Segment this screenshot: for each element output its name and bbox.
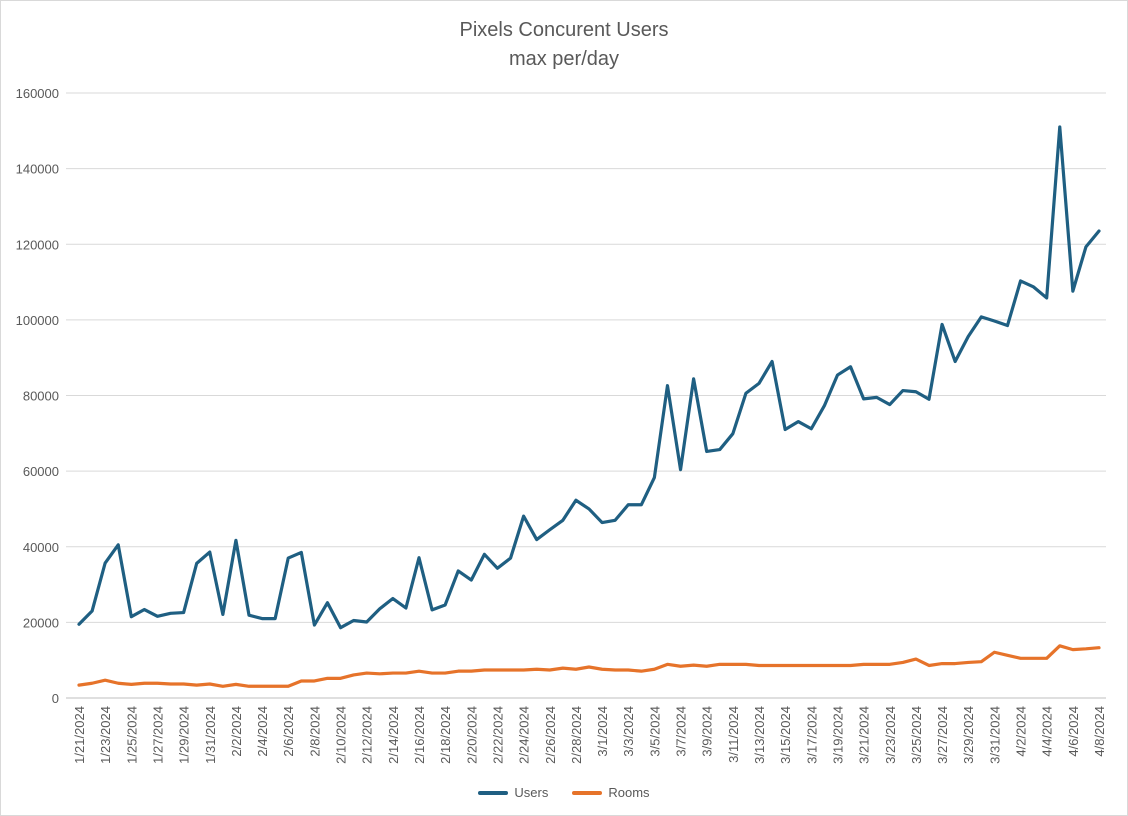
x-tick-label: 3/1/2024 (595, 706, 610, 757)
y-tick-label: 160000 (16, 86, 59, 101)
x-tick-label: 2/18/2024 (438, 706, 453, 764)
x-tick-label: 2/24/2024 (517, 706, 532, 764)
legend-swatch-users (478, 790, 509, 795)
legend-label-rooms: Rooms (608, 785, 650, 800)
x-tick-label: 3/25/2024 (909, 706, 924, 764)
x-tick-label: 2/12/2024 (360, 706, 375, 764)
x-tick-label: 3/23/2024 (883, 706, 898, 764)
x-tick-label: 3/21/2024 (857, 706, 872, 764)
chart-subtitle: max per/day (508, 48, 620, 70)
x-tick-label: 4/2/2024 (1014, 706, 1029, 757)
x-tick-label: 1/27/2024 (150, 706, 165, 764)
x-tick-label: 3/27/2024 (935, 706, 950, 764)
series-lines (77, 125, 1101, 688)
legend: Users Rooms (0, 785, 1128, 800)
x-tick-label: 3/13/2024 (752, 706, 767, 764)
x-tick-label: 3/17/2024 (804, 706, 819, 764)
legend-item-rooms: Rooms (572, 785, 650, 800)
x-tick-label: 1/29/2024 (177, 706, 192, 764)
x-tick-label: 2/16/2024 (412, 706, 427, 764)
x-tick-label: 3/11/2024 (726, 706, 741, 763)
series-line-rooms (77, 644, 1101, 688)
x-tick-label: 4/8/2024 (1092, 706, 1107, 757)
x-tick-label: 3/19/2024 (830, 706, 845, 764)
x-tick-label: 3/9/2024 (700, 706, 715, 757)
chart-title: Pixels Concurent Users (459, 19, 669, 41)
x-tick-label: 2/14/2024 (386, 706, 401, 764)
x-tick-label: 3/7/2024 (674, 706, 689, 757)
x-tick-label: 2/22/2024 (490, 706, 505, 764)
x-tick-label: 3/31/2024 (987, 706, 1002, 764)
x-tick-label: 2/28/2024 (569, 706, 584, 764)
x-tick-label: 1/31/2024 (203, 706, 218, 764)
x-tick-label: 2/20/2024 (464, 706, 479, 764)
y-tick-label: 60000 (23, 464, 59, 479)
legend-label-users: Users (514, 785, 549, 800)
x-tick-label: 3/29/2024 (961, 706, 976, 764)
gridlines (66, 92, 1106, 623)
y-tick-label: 20000 (23, 615, 59, 630)
y-tick-label: 40000 (23, 540, 59, 555)
y-tick-label: 140000 (16, 162, 59, 177)
x-tick-label: 2/6/2024 (281, 706, 296, 757)
y-tick-label: 0 (52, 691, 59, 706)
x-tick-label: 2/4/2024 (255, 706, 270, 757)
x-tick-label: 3/5/2024 (647, 706, 662, 757)
y-tick-label: 100000 (16, 313, 59, 328)
y-tick-label: 120000 (16, 237, 59, 252)
x-tick-label: 1/23/2024 (98, 706, 113, 764)
x-tick-label: 4/4/2024 (1040, 706, 1055, 757)
x-tick-label: 1/21/2024 (72, 706, 87, 764)
x-tick-label: 2/26/2024 (543, 706, 558, 764)
x-tick-label: 1/25/2024 (124, 706, 139, 764)
x-axis-ticks: 1/21/2024 1/23/2024 1/25/2024 1/27/2024 1/29… (72, 706, 1107, 764)
x-tick-label: 4/6/2024 (1066, 706, 1081, 757)
legend-swatch-rooms (572, 790, 603, 795)
series-line-users (77, 125, 1101, 630)
x-tick-label: 3/3/2024 (621, 706, 636, 757)
y-tick-label: 80000 (23, 389, 59, 404)
legend-item-users: Users (478, 785, 548, 800)
y-axis-ticks: 0 20000 40000 60000 80000 100000 120000 140000 1… (16, 86, 59, 706)
x-tick-label: 3/15/2024 (778, 706, 793, 764)
x-tick-label: 2/2/2024 (229, 706, 244, 757)
x-tick-label: 2/10/2024 (334, 706, 349, 764)
x-tick-label: 2/8/2024 (307, 706, 322, 757)
